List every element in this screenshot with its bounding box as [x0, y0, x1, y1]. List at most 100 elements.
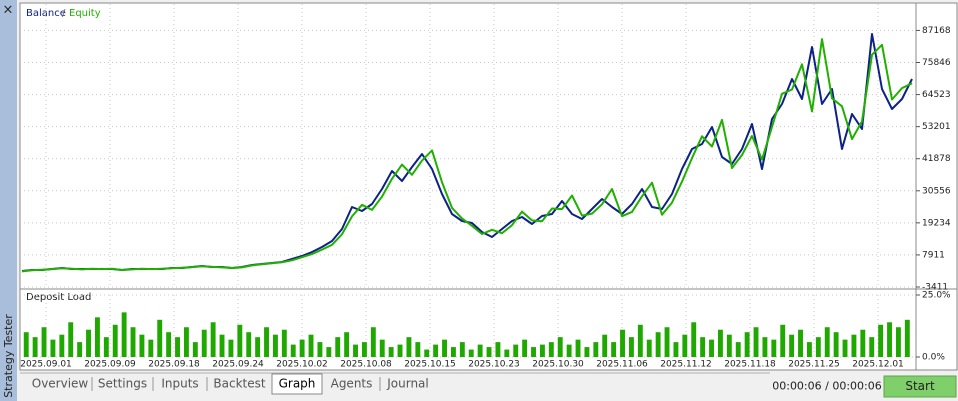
start-button-bg[interactable] [883, 375, 957, 398]
bar [281, 329, 287, 357]
bar [833, 332, 839, 357]
bar [522, 339, 528, 357]
bar [486, 347, 492, 357]
bar [459, 342, 465, 357]
bar [246, 332, 252, 357]
x-tick-label: 2025.11.12 [660, 360, 712, 370]
bar [495, 342, 501, 357]
bar [593, 342, 599, 357]
bar [183, 327, 189, 357]
bar [789, 334, 795, 357]
bar [361, 342, 367, 357]
bar [68, 322, 74, 357]
bar [23, 332, 29, 357]
bar [415, 342, 421, 357]
bar [887, 322, 892, 357]
bar [86, 329, 91, 357]
bar [815, 337, 821, 357]
close-button[interactable]: × [3, 3, 14, 18]
bar [219, 334, 225, 357]
sidebar-title: Strategy Tester [2, 314, 15, 398]
bar [700, 337, 706, 357]
tab[interactable]: Journal [386, 377, 429, 391]
legend-equity: Equity [69, 8, 101, 19]
x-tick-label: 2025.10.08 [340, 360, 392, 370]
bar [130, 327, 136, 357]
y-tick-label: 0.0% [922, 353, 945, 363]
bar [513, 344, 519, 357]
bar [299, 339, 305, 357]
bar [290, 344, 296, 357]
legend-separator: / [62, 8, 66, 19]
x-tick-label: 2025.11.25 [788, 360, 840, 370]
bar [317, 342, 323, 357]
x-tick-label: 2025.12.01 [852, 360, 904, 370]
tab-active-bg[interactable] [271, 373, 323, 395]
bar [682, 334, 688, 357]
bar [370, 327, 376, 357]
x-tick-label: 2025.09.01 [20, 360, 72, 370]
y-tick-label: -3411 [922, 283, 948, 293]
bar [210, 322, 216, 357]
bar [468, 349, 474, 357]
bar [272, 334, 278, 357]
bar [32, 337, 38, 357]
bar [388, 347, 394, 357]
bar [548, 342, 554, 357]
bar [157, 319, 163, 357]
bar [353, 344, 358, 357]
x-tick-label: 2025.10.02 [276, 360, 328, 370]
y-tick-label: 30556 [922, 186, 951, 196]
bar [717, 329, 723, 357]
x-tick-label: 2025.09.18 [148, 360, 200, 370]
bar [442, 339, 447, 357]
x-tick-label: 2025.11.06 [596, 360, 648, 370]
sidebar [0, 0, 17, 401]
y-tick-label: 87168 [922, 26, 951, 36]
bar [860, 329, 866, 357]
tab[interactable]: Settings [98, 377, 147, 391]
bar [379, 339, 385, 357]
bar [201, 329, 207, 357]
bar [735, 342, 741, 357]
x-tick-label: 2025.10.15 [404, 360, 456, 370]
timer: 00:00:06 / 00:00:06 [772, 380, 882, 393]
bar [539, 344, 545, 357]
tab[interactable]: Backtest [213, 377, 265, 391]
bar [878, 324, 884, 357]
tab[interactable]: Inputs [161, 377, 198, 391]
x-tick-label: 2025.10.30 [532, 360, 584, 370]
bar [148, 339, 154, 357]
bar [673, 342, 679, 357]
bar [575, 339, 581, 357]
bar [531, 347, 536, 357]
tab[interactable]: Overview [32, 377, 89, 391]
start-button[interactable]: Start [905, 379, 935, 393]
x-tick-label: 2025.09.24 [212, 360, 264, 370]
bar [664, 327, 670, 357]
bar [77, 342, 83, 357]
bar [824, 327, 830, 357]
bar [344, 332, 350, 357]
bar [228, 339, 234, 357]
bar [628, 337, 634, 357]
tab[interactable]: Agents [331, 377, 373, 391]
bar [620, 329, 625, 357]
bar [192, 342, 198, 357]
bar [753, 327, 759, 357]
y-tick-label: 64523 [922, 90, 951, 100]
tab-active[interactable]: Graph [279, 377, 316, 391]
bar [504, 349, 510, 357]
bar [103, 337, 109, 357]
bar [166, 332, 172, 357]
bar [584, 347, 590, 357]
bar [112, 324, 118, 357]
bar [424, 349, 430, 357]
x-tick-label: 2025.11.18 [724, 360, 776, 370]
bar [904, 319, 910, 357]
x-tick-label: 2025.10.23 [468, 360, 520, 370]
bar [895, 327, 901, 357]
bar [59, 334, 65, 357]
